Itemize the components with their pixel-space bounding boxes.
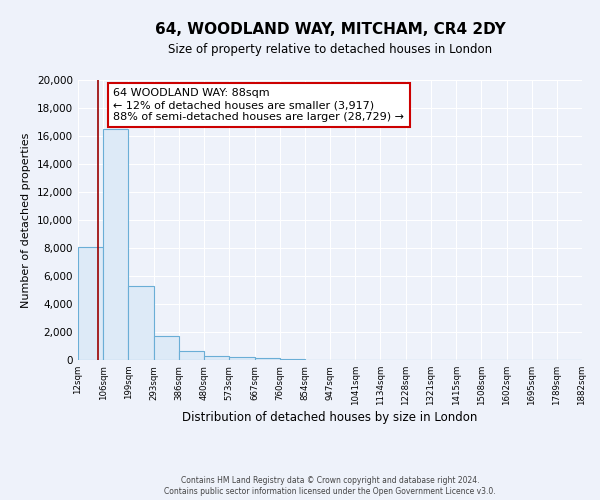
Bar — [254, 358, 280, 360]
Bar — [128, 286, 154, 360]
Bar — [229, 357, 254, 360]
Bar — [204, 356, 229, 360]
X-axis label: Distribution of detached houses by size in London: Distribution of detached houses by size … — [182, 411, 478, 424]
Bar — [154, 336, 179, 360]
Bar — [78, 246, 103, 360]
Text: Contains public sector information licensed under the Open Government Licence v3: Contains public sector information licen… — [164, 488, 496, 496]
Bar — [280, 358, 305, 360]
Text: Size of property relative to detached houses in London: Size of property relative to detached ho… — [168, 42, 492, 56]
Bar — [103, 129, 128, 360]
Bar — [179, 351, 204, 360]
Text: 64, WOODLAND WAY, MITCHAM, CR4 2DY: 64, WOODLAND WAY, MITCHAM, CR4 2DY — [155, 22, 505, 38]
Text: Contains HM Land Registry data © Crown copyright and database right 2024.: Contains HM Land Registry data © Crown c… — [181, 476, 479, 485]
Y-axis label: Number of detached properties: Number of detached properties — [22, 132, 31, 308]
Text: 64 WOODLAND WAY: 88sqm
← 12% of detached houses are smaller (3,917)
88% of semi-: 64 WOODLAND WAY: 88sqm ← 12% of detached… — [113, 88, 404, 122]
